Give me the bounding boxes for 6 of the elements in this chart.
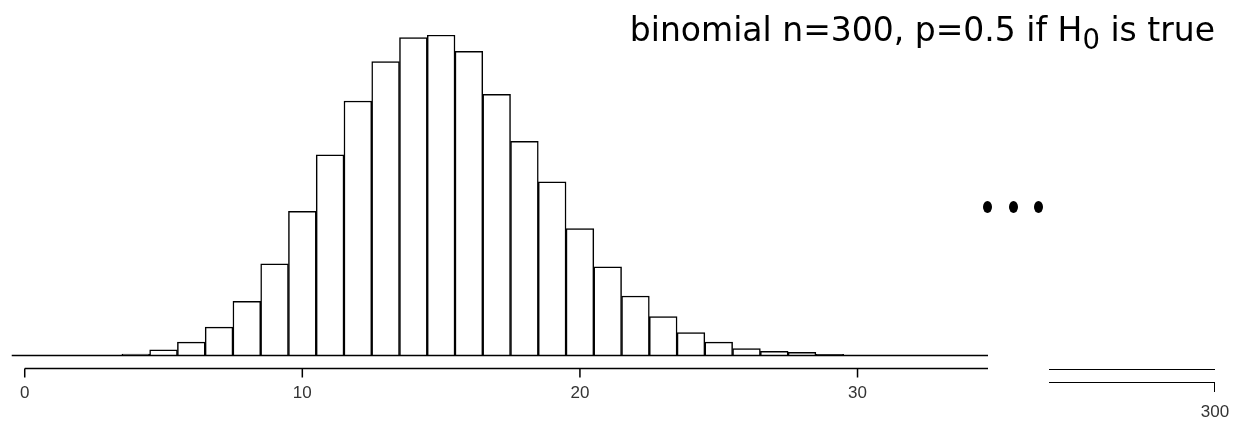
x-tick-label: 30 [848, 383, 867, 403]
x-tick-label: 0 [19, 383, 30, 403]
text: 300 [1199, 402, 1231, 422]
x-tick-label: 10 [292, 383, 312, 403]
x-tick-label: 20 [570, 383, 590, 403]
chart-title: binomial n=300, p=0.5 if H$_{0}$ is true [629, 10, 1215, 55]
